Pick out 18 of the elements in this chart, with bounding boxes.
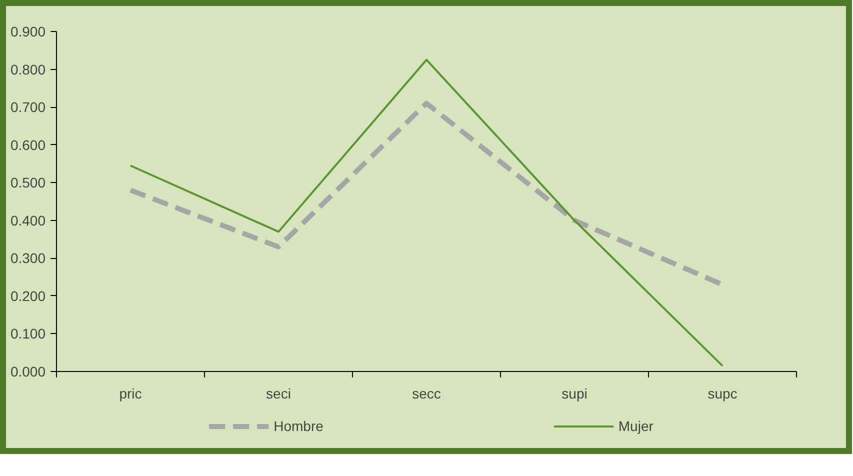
y-tick-label: 0.000 (10, 364, 46, 380)
line-series (130, 58, 724, 367)
y-tick-label: 0.300 (10, 250, 46, 266)
y-tick-label: 0.700 (10, 99, 46, 116)
x-tick-label: supc (708, 386, 738, 402)
x-tick-label: secc (412, 386, 441, 402)
y-tick-label: 0.100 (10, 326, 46, 342)
y-tick-label: 0.500 (10, 174, 46, 191)
x-tick-label: seci (266, 386, 291, 402)
y-tick-label: 0.400 (10, 212, 46, 228)
legend-label: Mujer (618, 418, 654, 434)
y-tick-label: 0.200 (10, 288, 46, 304)
x-tick-label: pric (119, 386, 142, 402)
y-tick-label: 0.800 (10, 61, 46, 78)
x-tick-label: supi (562, 386, 588, 402)
y-tick-label: 0.900 (10, 24, 46, 40)
legend-label: Hombre (274, 418, 324, 434)
y-tick-label: 0.600 (10, 136, 46, 153)
